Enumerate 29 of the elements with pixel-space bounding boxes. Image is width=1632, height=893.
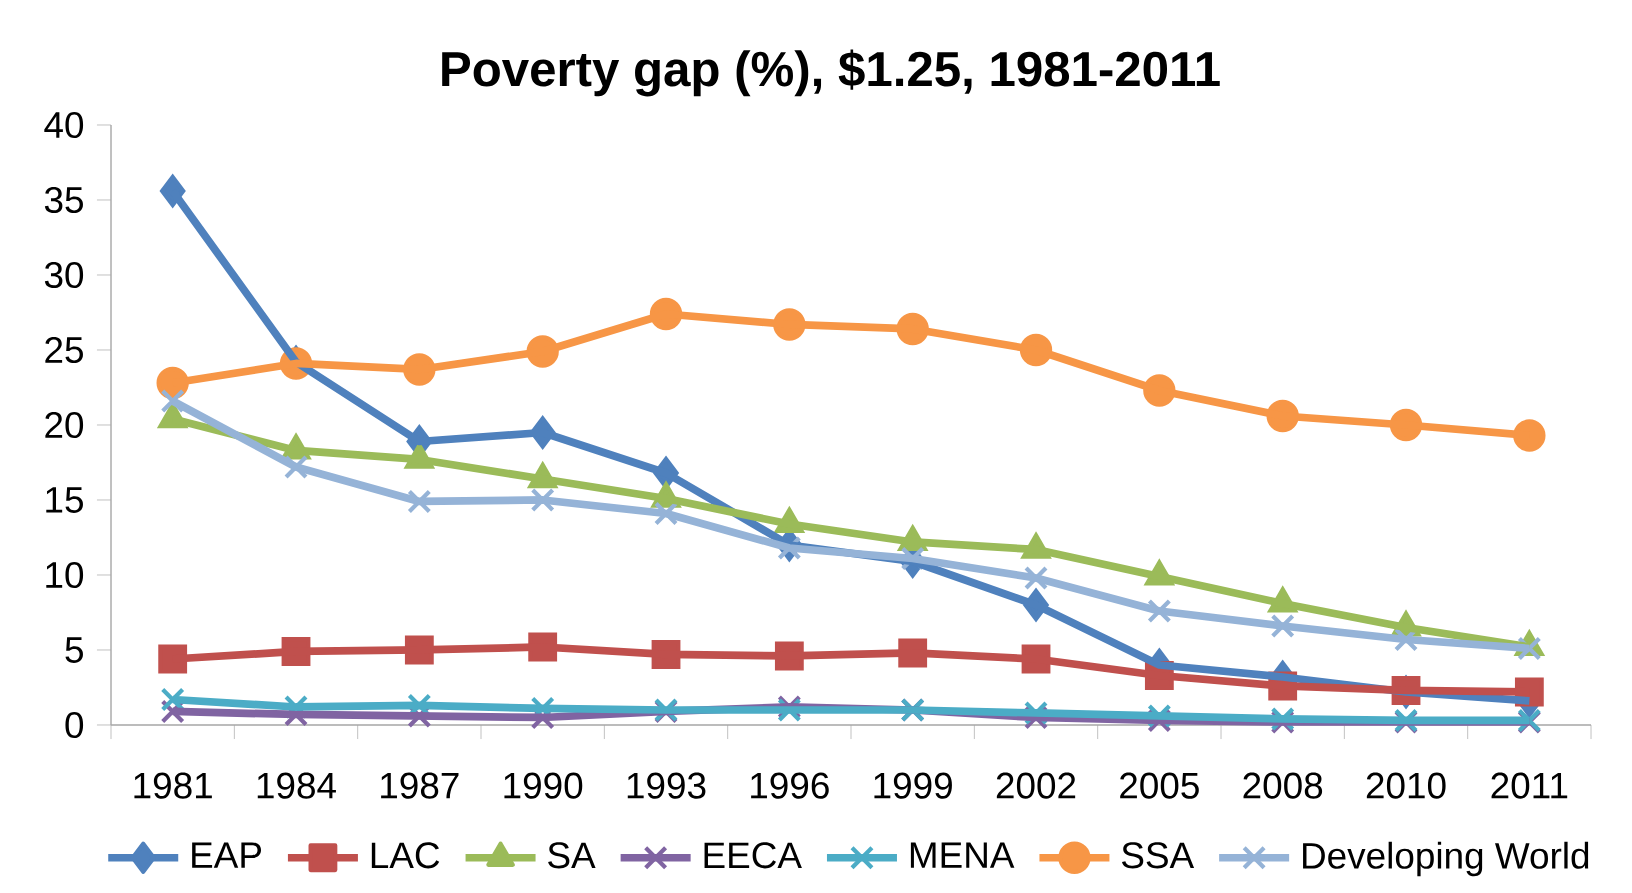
x-tick-label: 1987 [381, 772, 459, 799]
y-tick-label: 40 [44, 111, 84, 139]
y-tick-label: 0 [65, 711, 84, 739]
x-tick-label: 2011 [1491, 772, 1568, 799]
chart-title: Poverty gap (%), $1.25, 1981-2011 [442, 49, 1220, 97]
x-tick-label: 2005 [1120, 772, 1199, 799]
y-tick-label: 35 [44, 186, 83, 214]
y-tick-label: 5 [65, 637, 83, 663]
y-tick-label: 10 [46, 561, 84, 589]
x-tick-label: 2010 [1366, 772, 1446, 799]
legend-label: EAP [192, 842, 262, 868]
x-tick-label: 1990 [504, 772, 583, 799]
x-tick-label: 1993 [627, 772, 706, 799]
x-tick-label: 1984 [257, 772, 336, 799]
legend-label: SSA [1121, 842, 1195, 869]
y-tick-label: 15 [46, 487, 83, 513]
legend-label: EECA [704, 842, 802, 869]
legend-label: SA [548, 842, 596, 869]
legend-label: LAC [371, 842, 440, 869]
y-tick-label: 25 [45, 336, 83, 364]
y-tick-label: 30 [44, 261, 84, 289]
x-tick-label: 1999 [874, 772, 952, 799]
legend-label: Developing World [1303, 841, 1589, 877]
y-tick-label: 20 [45, 411, 84, 439]
x-tick-label: 2002 [996, 772, 1076, 799]
legend-label: MENA [910, 842, 1015, 868]
x-tick-label: 1996 [751, 772, 829, 799]
x-tick-label: 2008 [1243, 772, 1323, 799]
x-tick-label: 1981 [134, 772, 212, 799]
